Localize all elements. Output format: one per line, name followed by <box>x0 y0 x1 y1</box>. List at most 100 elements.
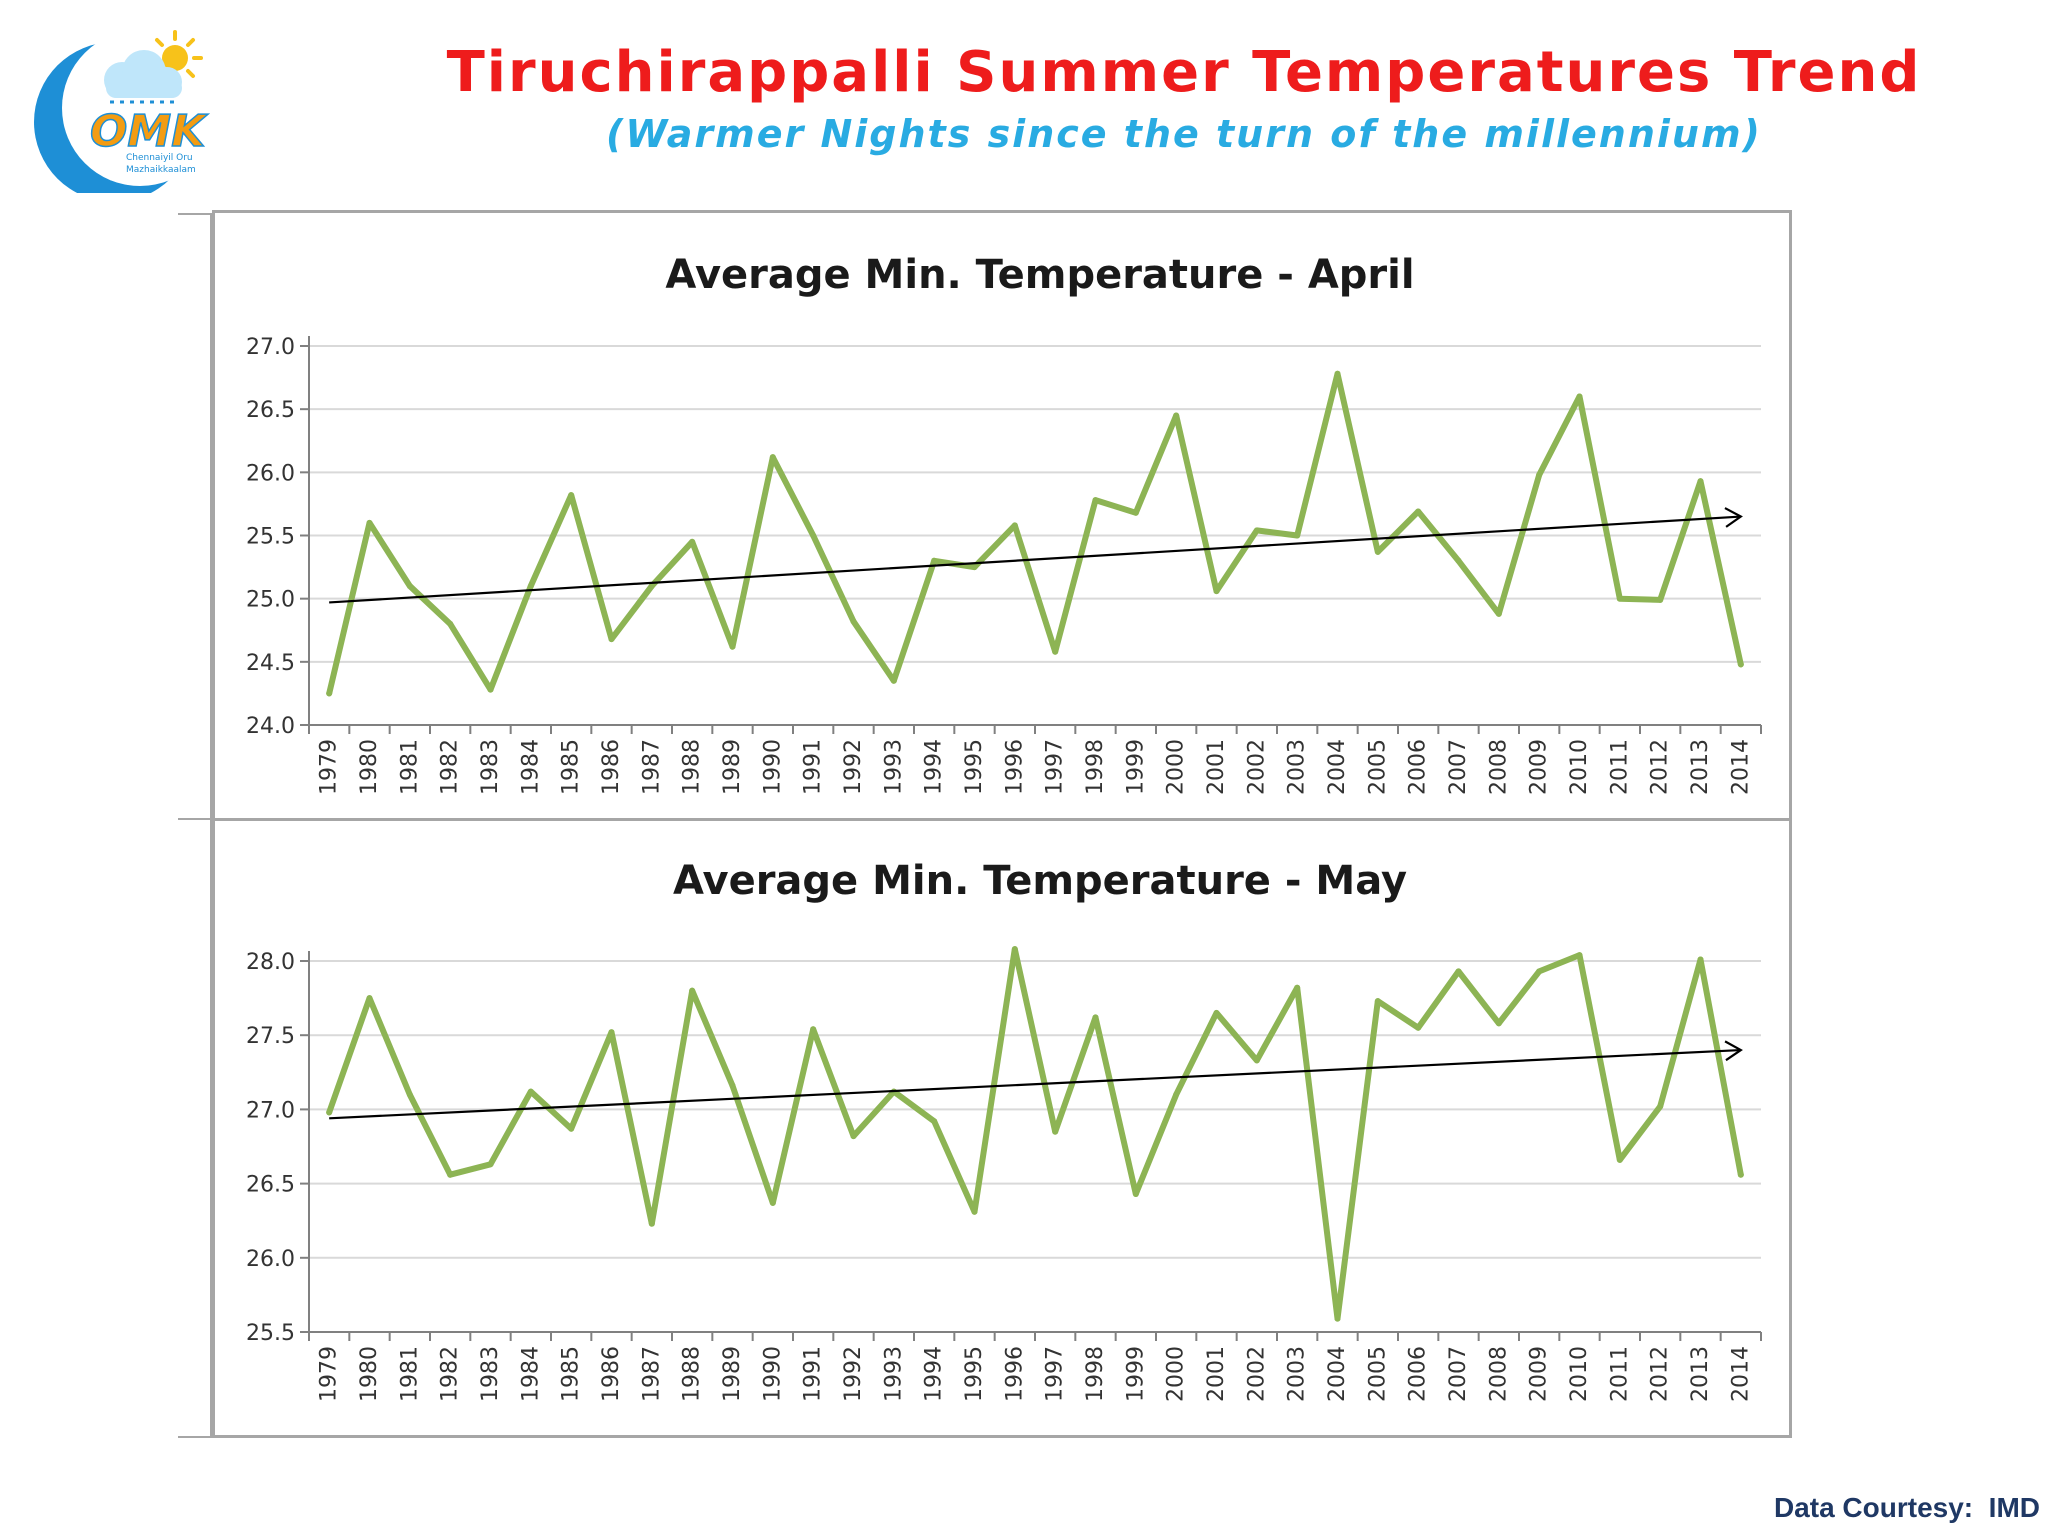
x-tick-label: 1991 <box>801 1346 826 1402</box>
x-tick-label: 1992 <box>841 739 866 795</box>
data-point <box>1253 1057 1260 1064</box>
x-tick-label: 1984 <box>518 1346 543 1402</box>
x-tick-label: 1993 <box>881 739 906 795</box>
x-tick-label: 1993 <box>881 1346 906 1402</box>
data-point <box>931 557 938 564</box>
data-point <box>1132 1190 1139 1197</box>
x-tick-label: 2008 <box>1486 1346 1511 1402</box>
data-point <box>810 532 817 539</box>
data-point <box>1536 968 1543 975</box>
x-tick-label: 1989 <box>720 739 745 795</box>
data-point <box>1092 1014 1099 1021</box>
y-tick-label: 26.0 <box>246 461 295 486</box>
data-point <box>1294 532 1301 539</box>
data-point <box>527 1088 534 1095</box>
data-credit: Data Courtesy: IMD <box>1773 1492 2040 1523</box>
frame-stub-bottom <box>178 1436 212 1438</box>
data-point <box>1415 508 1422 515</box>
data-point <box>1334 370 1341 377</box>
data-point <box>648 1220 655 1227</box>
data-point <box>1294 984 1301 991</box>
y-tick-label: 26.5 <box>246 398 295 423</box>
x-tick-label: 2012 <box>1648 1346 1673 1402</box>
x-tick-label: 1985 <box>559 1346 584 1402</box>
y-tick-label: 27.5 <box>246 1024 295 1049</box>
x-tick-label: 1991 <box>801 739 826 795</box>
x-tick-label: 1985 <box>559 739 584 795</box>
x-tick-label: 1983 <box>478 1346 503 1402</box>
data-point <box>568 492 575 499</box>
frame-stub-top <box>178 213 212 215</box>
data-point <box>1132 509 1139 516</box>
x-tick-label: 2014 <box>1728 1346 1753 1402</box>
x-tick-label: 1980 <box>357 739 382 795</box>
data-point <box>366 519 373 526</box>
data-point <box>1657 1103 1664 1110</box>
x-tick-label: 1980 <box>357 1346 382 1402</box>
x-tick-label: 2007 <box>1446 739 1471 795</box>
data-point <box>850 1133 857 1140</box>
logo-wordmark: OMK <box>90 106 208 157</box>
data-point <box>1052 648 1059 655</box>
x-tick-label: 2004 <box>1325 739 1350 795</box>
x-tick-label: 1987 <box>639 1346 664 1402</box>
x-tick-label: 1983 <box>478 739 503 795</box>
x-tick-label: 2000 <box>1164 1346 1189 1402</box>
data-point <box>769 454 776 461</box>
data-point <box>1455 968 1462 975</box>
x-tick-label: 1998 <box>1083 739 1108 795</box>
x-tick-label: 2013 <box>1688 1346 1713 1402</box>
chart-april: Average Min. Temperature - April 24.0 24.5… <box>212 210 1792 822</box>
y-tick-label: 24.0 <box>246 714 295 739</box>
data-point <box>487 686 494 693</box>
x-tick-label: 2002 <box>1244 1346 1269 1402</box>
x-tick-label: 2009 <box>1527 739 1552 795</box>
data-point <box>608 1029 615 1036</box>
chart-may: Average Min. Temperature - May 25.5 26.0 26… <box>212 818 1792 1438</box>
x-tick-label: 1982 <box>438 739 463 795</box>
x-tick-label: 1982 <box>438 1346 463 1402</box>
x-tick-label: 1984 <box>518 739 543 795</box>
x-tick-label: 2010 <box>1567 739 1592 795</box>
x-tick-label: 1996 <box>1002 739 1027 795</box>
data-point <box>1495 610 1502 617</box>
x-tick-label: 2001 <box>1204 739 1229 795</box>
data-point <box>406 1091 413 1098</box>
data-point <box>1173 1091 1180 1098</box>
frame-stub-left-2 <box>210 818 212 1438</box>
data-point <box>729 643 736 650</box>
data-point <box>890 677 897 684</box>
trend-arrow <box>1724 1040 1743 1062</box>
data-point <box>527 583 534 590</box>
cloud-icon <box>104 50 182 98</box>
x-tick-label: 1997 <box>1043 1346 1068 1402</box>
data-point <box>1213 1009 1220 1016</box>
data-point <box>1173 412 1180 419</box>
data-point <box>1737 661 1744 668</box>
y-tick-label: 27.0 <box>246 335 295 360</box>
x-tick-label: 1981 <box>397 1346 422 1402</box>
page-title: Tiruchirappalli Summer Temperatures Tren… <box>446 40 1922 105</box>
data-point <box>1092 497 1099 504</box>
data-point <box>689 538 696 545</box>
data-point <box>1697 478 1704 485</box>
x-tick-label: 1995 <box>962 1346 987 1402</box>
x-tick-label: 1996 <box>1002 1346 1027 1402</box>
data-point <box>366 995 373 1002</box>
chart-title: Average Min. Temperature - April <box>665 252 1414 298</box>
x-tick-label: 2005 <box>1365 739 1390 795</box>
x-tick-label: 2005 <box>1365 1346 1390 1402</box>
y-tick-label: 28.0 <box>246 950 295 975</box>
data-point <box>447 620 454 627</box>
x-tick-label: 2002 <box>1244 739 1269 795</box>
x-tick-label: 1988 <box>680 739 705 795</box>
x-tick-label: 1979 <box>317 1346 342 1402</box>
x-tick-label: 2011 <box>1607 739 1632 795</box>
x-tick-label: 2001 <box>1204 1346 1229 1402</box>
data-point <box>769 1199 776 1206</box>
trend-arrow <box>1724 507 1743 528</box>
x-tick-label: 1990 <box>760 739 785 795</box>
x-tick-label: 1994 <box>922 1346 947 1402</box>
data-point <box>1052 1128 1059 1135</box>
data-point <box>931 1118 938 1125</box>
